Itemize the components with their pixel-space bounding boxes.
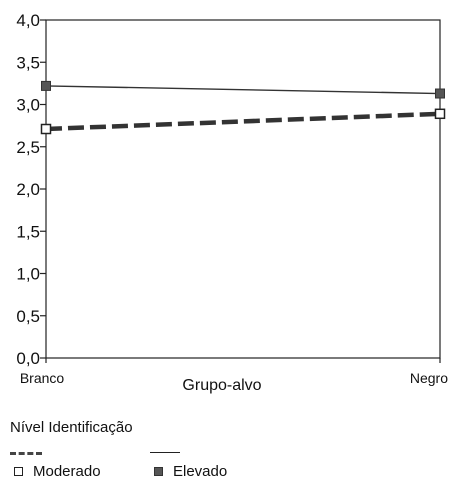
legend-label-moderado: Moderado xyxy=(33,463,101,480)
x-tick-label: Negro xyxy=(410,370,448,386)
legend-item-moderado: Moderado xyxy=(14,463,101,480)
series-markers xyxy=(40,80,446,135)
y-tick-label: 2,0 xyxy=(16,180,40,199)
data-point-elevado xyxy=(41,80,51,91)
x-axis-title: Grupo-alvo xyxy=(182,377,261,394)
y-tick-label: 2,5 xyxy=(16,138,40,157)
legend-title: Nível Identificação xyxy=(10,419,133,436)
legend-swatch-elevado xyxy=(150,452,180,453)
legend-label-elevado: Elevado xyxy=(173,463,228,480)
data-point-moderado xyxy=(40,123,52,135)
plot-frame xyxy=(45,19,441,359)
y-tick-label: 3,5 xyxy=(16,53,40,72)
series-lines xyxy=(45,85,441,132)
data-point-moderado xyxy=(434,108,446,120)
y-tick-label: 0,0 xyxy=(16,349,40,368)
x-axis-ticks: Branco Negro xyxy=(20,358,448,386)
legend-swatch-moderado xyxy=(10,452,42,455)
series-line-moderado xyxy=(45,111,441,132)
legend-item-elevado: Elevado xyxy=(154,463,227,480)
x-tick-label: Branco xyxy=(20,370,65,386)
filled-square-icon xyxy=(154,466,163,476)
data-point-elevado xyxy=(435,88,445,99)
y-tick-label: 3,0 xyxy=(16,96,40,115)
y-tick-label: 1,0 xyxy=(16,265,40,284)
plot-border xyxy=(45,19,441,359)
y-axis-ticks: 0,0 0,5 1,0 1,5 2,0 2,5 3,0 3,5 4,0 xyxy=(16,11,46,368)
y-tick-label: 1,5 xyxy=(16,222,40,241)
y-tick-label: 0,5 xyxy=(16,307,40,326)
open-square-icon xyxy=(14,466,23,476)
y-tick-label: 4,0 xyxy=(16,11,40,30)
series-line-elevado xyxy=(45,85,441,95)
